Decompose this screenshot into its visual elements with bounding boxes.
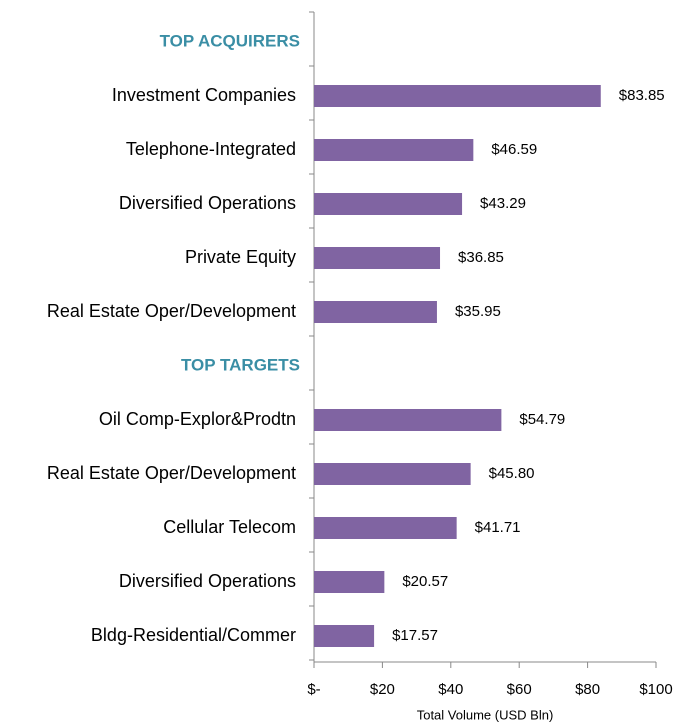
- category-label: Real Estate Oper/Development: [47, 301, 296, 321]
- x-tick-label: $40: [438, 681, 463, 698]
- bar: [314, 463, 471, 485]
- bar: [314, 409, 502, 431]
- group-header: TOP ACQUIRERS: [160, 31, 300, 50]
- category-label: Real Estate Oper/Development: [47, 463, 296, 483]
- value-label: $54.79: [519, 411, 565, 428]
- value-label: $46.59: [491, 141, 537, 158]
- x-tick-label: $60: [507, 681, 532, 698]
- category-label: Cellular Telecom: [163, 517, 296, 537]
- x-tick-label: $-: [307, 681, 320, 698]
- bar: [314, 247, 441, 269]
- x-tick-label: $20: [370, 681, 395, 698]
- bar: [314, 139, 474, 161]
- bar: [314, 625, 375, 647]
- group-header: TOP TARGETS: [181, 355, 300, 374]
- category-label: Oil Comp-Explor&Prodtn: [99, 409, 296, 429]
- bar: [314, 301, 437, 323]
- value-label: $45.80: [489, 465, 535, 482]
- x-tick-label: $100: [639, 681, 672, 698]
- x-tick-label: $80: [575, 681, 600, 698]
- value-label: $83.85: [619, 87, 665, 104]
- category-label: Diversified Operations: [119, 193, 296, 213]
- category-label: Private Equity: [185, 247, 296, 267]
- category-label: Telephone-Integrated: [126, 139, 296, 159]
- value-label: $36.85: [458, 249, 504, 266]
- value-label: $43.29: [480, 195, 526, 212]
- category-label: Investment Companies: [112, 85, 296, 105]
- value-label: $41.71: [475, 519, 521, 536]
- bar: [314, 571, 385, 593]
- value-label: $20.57: [402, 573, 448, 590]
- bar: [314, 85, 601, 107]
- category-label: Diversified Operations: [119, 571, 296, 591]
- bar: [314, 193, 463, 215]
- x-axis-title: Total Volume (USD Bln): [417, 707, 554, 722]
- value-label: $17.57: [392, 627, 438, 644]
- bar: [314, 517, 457, 539]
- category-label: Bldg-Residential/Commer: [91, 625, 296, 645]
- value-label: $35.95: [455, 303, 501, 320]
